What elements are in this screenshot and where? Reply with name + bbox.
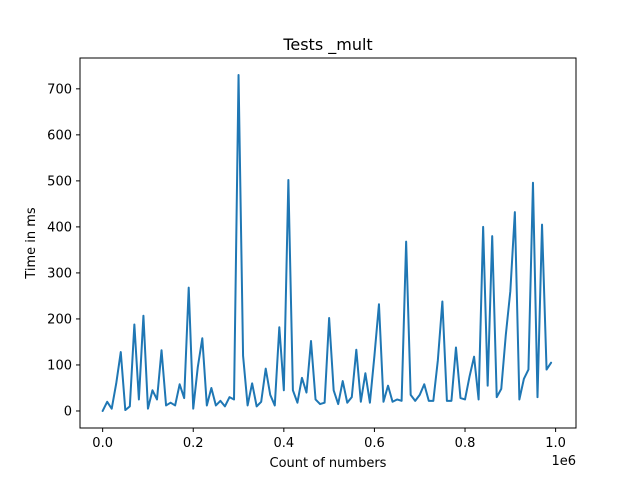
x-tick-label: 0.0 [92,436,113,451]
y-tick-label: 300 [47,266,72,281]
y-tick-label: 500 [47,174,72,189]
series-line [101,74,553,412]
axes-frame [79,57,577,429]
y-tick-label: 200 [47,312,72,327]
x-tick-label: 1.0 [545,436,566,451]
y-tick-label: 100 [47,358,72,373]
y-tick-label: 600 [47,128,72,143]
x-axis: 0.0 0.2 0.4 0.6 0.8 1.0 [92,428,566,451]
y-tick-label: 400 [47,220,72,235]
y-tick-label: 700 [47,82,72,97]
x-tick-label: 0.4 [273,436,294,451]
plot-area [79,57,577,429]
x-axis-label: Count of numbers [270,456,387,471]
y-axis: 0 100 200 300 400 500 600 700 [47,82,80,419]
chart-title: Tests _mult [282,35,372,55]
x-axis-offset-label: 1e6 [551,454,576,469]
y-axis-label: Time in ms [24,207,39,280]
x-tick-label: 0.6 [364,436,385,451]
y-tick-label: 0 [64,404,72,419]
x-tick-label: 0.2 [183,436,204,451]
x-tick-label: 0.8 [455,436,476,451]
